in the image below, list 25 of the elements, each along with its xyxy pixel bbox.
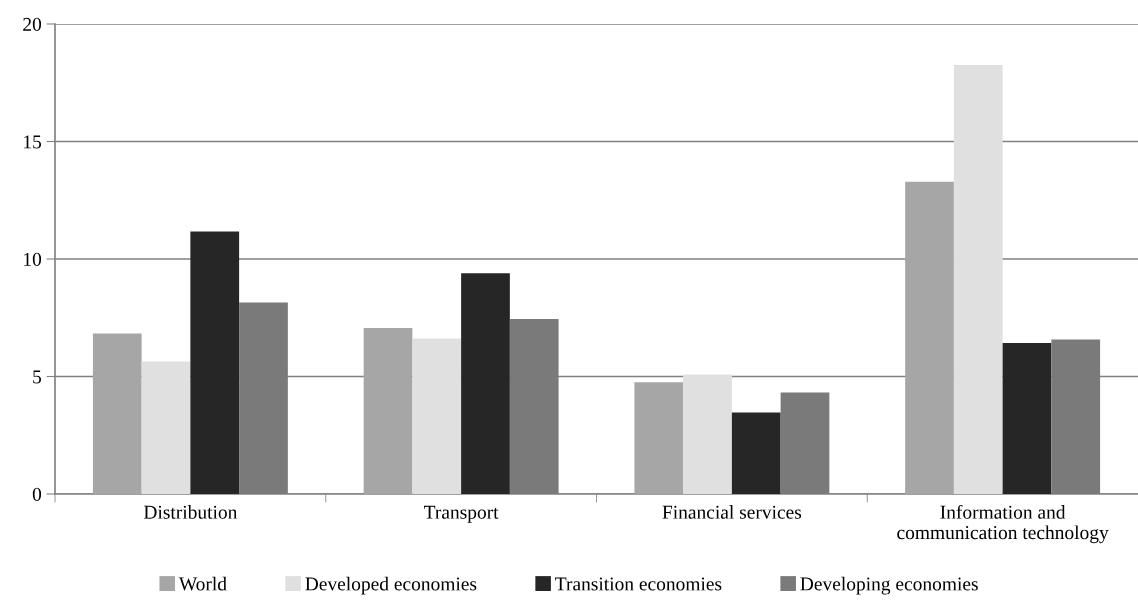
bar (731, 412, 781, 494)
bar (953, 64, 1003, 494)
legend-label: Transition economies (555, 577, 722, 591)
y-tick-label: 15 (24, 135, 42, 149)
bar (92, 333, 142, 494)
legend-label: Developing economies (800, 576, 978, 595)
bar (190, 231, 240, 494)
bar (683, 374, 732, 494)
y-tick-label: 10 (24, 252, 42, 266)
x-tick-label: Financial services (662, 505, 802, 519)
y-tick-label: 5 (33, 370, 42, 384)
x-tick-label: Transport (424, 505, 499, 523)
y-tick-label: 20 (23, 17, 42, 31)
bar (412, 338, 462, 494)
bar (905, 181, 954, 494)
bar (363, 328, 413, 494)
legend-label: World (178, 576, 227, 591)
x-tick-label: Distribution (143, 505, 238, 519)
bar (461, 273, 510, 494)
y-tick-label: 0 (32, 487, 42, 501)
x-tick-label: Information and communication technology (897, 504, 1109, 544)
legend-label: Developed economies (305, 576, 477, 595)
bar (1002, 342, 1052, 494)
bar (634, 382, 684, 494)
bar (141, 361, 191, 494)
